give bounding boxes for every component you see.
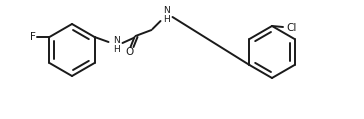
Text: O: O [125, 47, 134, 57]
Text: Cl: Cl [287, 23, 297, 33]
Text: N
H: N H [163, 6, 170, 24]
Text: N
H: N H [113, 36, 120, 54]
Text: F: F [29, 32, 35, 42]
